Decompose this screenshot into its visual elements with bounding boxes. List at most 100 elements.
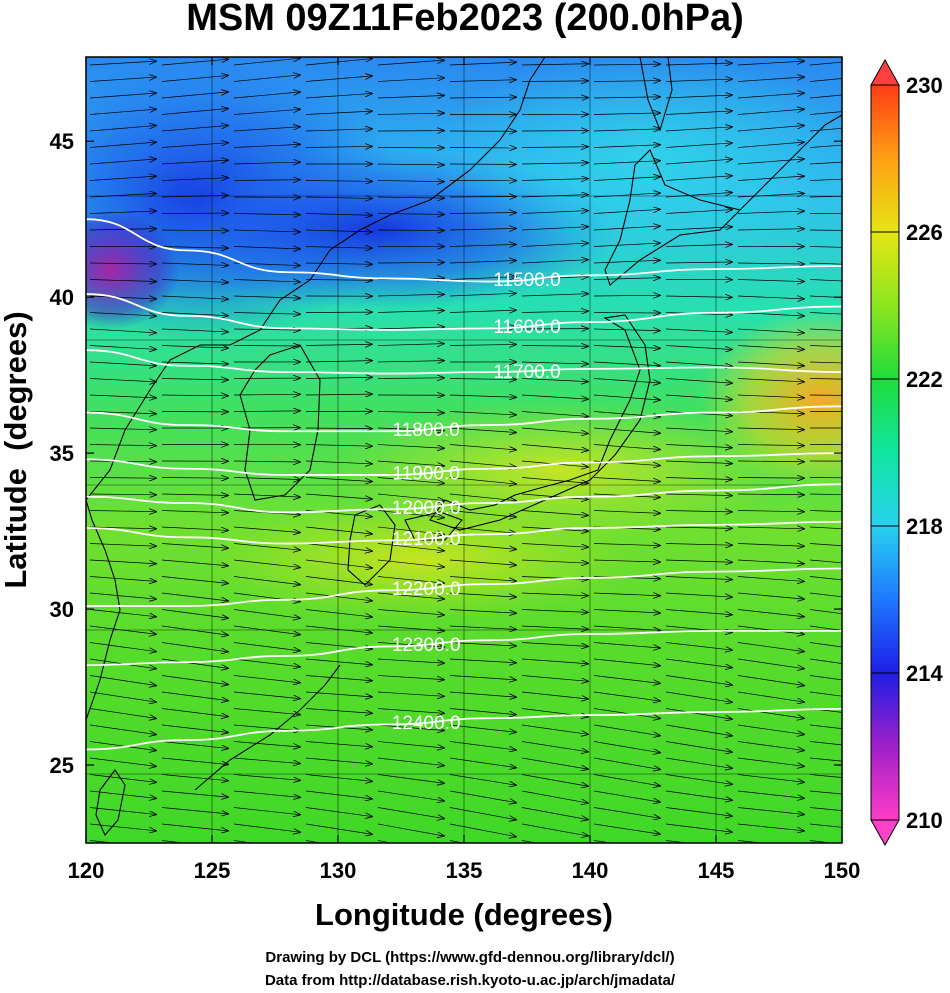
wind-arrow	[809, 840, 835, 843]
wind-arrow	[665, 774, 732, 785]
wind-arrow	[233, 609, 300, 619]
wind-arrow	[665, 262, 732, 263]
wind-arrow	[305, 609, 372, 617]
wind-arrow	[593, 64, 660, 65]
wind-arrow	[737, 176, 804, 181]
wind-arrow	[665, 63, 732, 65]
wind-arrow	[161, 790, 228, 797]
plot-area: 11500.0 11600.0 11700.0 11800.0 11900.0 12000…	[86, 57, 842, 843]
wind-arrow	[449, 724, 516, 732]
wind-arrow	[593, 593, 660, 596]
wind-arrow	[233, 214, 300, 215]
wind-arrow	[449, 477, 516, 484]
wind-arrow	[521, 147, 588, 148]
wind-arrow	[305, 461, 372, 464]
wind-arrow	[233, 823, 300, 832]
wind-arrow	[809, 111, 842, 115]
wind-arrow	[665, 444, 732, 448]
x-tick-label: 135	[446, 858, 483, 883]
wind-arrow	[161, 143, 228, 148]
wind-arrow	[161, 757, 228, 764]
wind-arrow	[521, 593, 588, 596]
wind-arrow	[233, 691, 300, 699]
wind-arrow	[593, 81, 660, 82]
wind-arrow	[593, 177, 660, 181]
wind-arrow	[377, 327, 444, 329]
wind-arrow	[449, 444, 516, 450]
wind-arrow	[305, 559, 372, 568]
wind-arrow	[377, 477, 444, 484]
wind-arrow	[89, 724, 156, 735]
wind-arrow	[89, 229, 156, 230]
wind-arrow	[521, 559, 588, 563]
height-contours: 11500.0 11600.0 11700.0 11800.0 11900.0 12000…	[86, 218, 842, 751]
wind-arrow	[521, 411, 588, 417]
wind-arrow	[665, 478, 732, 480]
wind-arrow	[89, 109, 156, 115]
contour-line-12000.0	[86, 483, 842, 514]
wind-arrow	[449, 213, 516, 214]
wind-arrow	[161, 609, 228, 619]
wind-arrow	[809, 262, 842, 265]
wind-arrow	[809, 757, 842, 762]
wind-arrow	[161, 263, 228, 265]
wind-arrow	[89, 312, 156, 316]
wind-arrow	[305, 790, 372, 799]
wind-arrow	[233, 576, 300, 585]
wind-arrow	[593, 642, 660, 649]
wind-arrow	[665, 560, 732, 562]
wind-arrow	[161, 160, 228, 165]
wind-arrow	[377, 823, 444, 836]
wind-arrow	[521, 724, 588, 734]
wind-arrow	[305, 774, 372, 782]
wind-arrow	[89, 691, 156, 702]
wind-arrow	[89, 576, 156, 582]
wind-arrow	[593, 840, 614, 843]
wind-arrow	[89, 511, 156, 512]
field-coldest-spot	[86, 210, 180, 330]
wind-arrow	[305, 76, 372, 82]
wind-arrow	[305, 214, 372, 216]
wind-arrow	[737, 93, 804, 99]
wind-arrow	[305, 230, 372, 232]
wind-arrow	[809, 609, 842, 615]
wind-arrow	[377, 344, 444, 346]
wind-arrow	[521, 362, 588, 364]
wind-arrow	[521, 444, 588, 451]
x-tick-label: 145	[698, 858, 735, 883]
wind-arrow	[521, 642, 588, 647]
coast-japan-hokkaido	[604, 149, 742, 286]
colorbar-top-arrow	[870, 58, 900, 86]
wind-arrow	[449, 97, 516, 98]
wind-arrow	[449, 228, 516, 230]
wind-arrow	[665, 658, 732, 668]
wind-arrow	[161, 625, 228, 635]
wind-arrow	[665, 511, 732, 512]
contour-label: 12200.0	[392, 579, 461, 600]
wind-arrow	[593, 691, 660, 701]
wind-arrow	[737, 229, 804, 230]
wind-arrow	[737, 296, 804, 299]
wind-arrow	[377, 310, 444, 312]
colorbar-tick-label: 230	[906, 73, 943, 98]
wind-arrow	[809, 592, 842, 598]
wind-arrow	[161, 511, 228, 513]
wind-arrow	[449, 460, 516, 467]
wind-arrow	[377, 197, 444, 198]
wind-arrow	[809, 246, 842, 248]
wind-arrow	[521, 195, 588, 197]
wind-arrow	[737, 328, 804, 333]
colorbar-tick-label: 218	[906, 514, 943, 539]
wind-arrow	[89, 609, 156, 617]
wind-arrow	[737, 428, 804, 430]
wind-arrow	[89, 642, 156, 652]
wind-arrow	[449, 823, 516, 837]
wind-arrow	[809, 526, 842, 530]
wind-arrow	[377, 642, 444, 647]
wind-arrow	[161, 658, 228, 668]
wind-arrow	[809, 741, 842, 746]
wind-arrow	[377, 576, 444, 584]
wind-arrow	[521, 243, 588, 247]
wind-arrow	[305, 263, 372, 264]
wind-arrow	[809, 774, 842, 778]
